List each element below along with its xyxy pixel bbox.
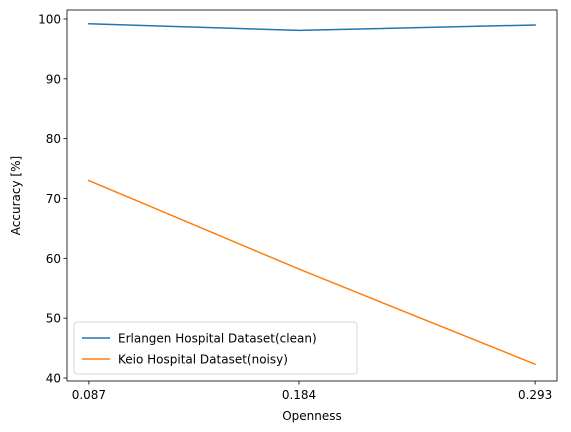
legend-box (73, 321, 358, 375)
x-axis: 0.087 0.184 0.293 (72, 381, 552, 402)
x-tick-label: 0.087 (72, 388, 106, 402)
x-tick-label: 0.184 (282, 388, 316, 402)
y-tick-label: 40 (46, 372, 61, 386)
y-tick-label: 60 (46, 252, 61, 266)
legend-entry-label: Erlangen Hospital Dataset(clean) (118, 332, 317, 346)
legend-entry-label: Keio Hospital Dataset(noisy) (118, 353, 288, 367)
x-axis-label: Openness (282, 409, 342, 423)
x-tick-label: 0.293 (518, 388, 552, 402)
y-axis-label: Accuracy [%] (9, 156, 23, 235)
series-line-1 (88, 22, 536, 32)
series-line-2 (87, 179, 537, 366)
series-layer (87, 22, 537, 366)
y-tick-label: 80 (46, 132, 61, 146)
legend: Erlangen Hospital Dataset(clean) Keio Hos… (73, 321, 358, 375)
y-tick-label: 90 (46, 72, 61, 86)
y-tick-label: 50 (46, 312, 61, 326)
y-tick-label: 70 (46, 192, 61, 206)
y-tick-label: 100 (38, 12, 61, 26)
y-axis: 40 50 60 70 80 90 100 (38, 12, 67, 386)
plot-area-frame (66, 9, 558, 382)
